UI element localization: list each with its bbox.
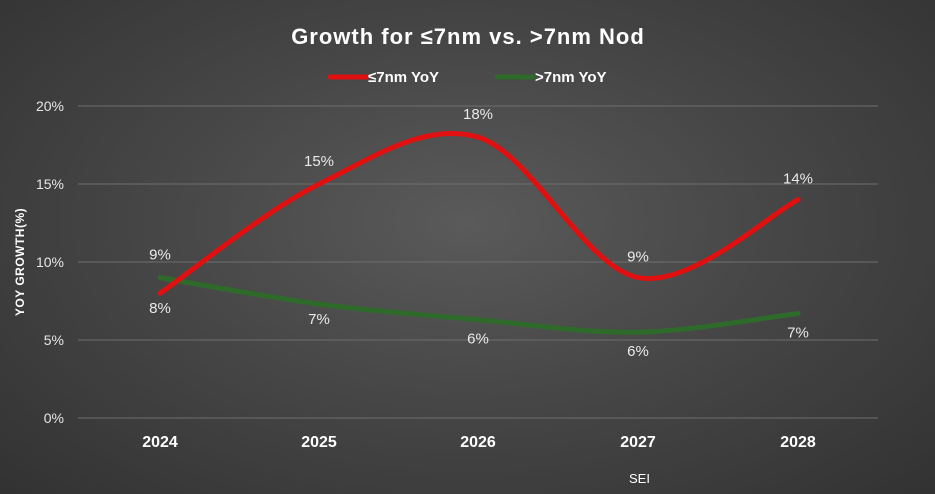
x-tick-label: 2028 (780, 434, 816, 451)
x-axis-ticks: 2024 2025 2026 2027 2028 (142, 434, 816, 451)
data-label: 6% (467, 331, 489, 348)
data-label: 9% (627, 249, 649, 266)
series-line-le7nm (157, 131, 801, 296)
data-label: 6% (627, 343, 649, 360)
gridlines (78, 105, 878, 419)
data-label: 7% (787, 324, 809, 341)
x-tick-label: 2025 (301, 434, 337, 451)
legend-label-gt7nm: >7nm YoY (535, 69, 607, 86)
y-tick-label: 20% (36, 98, 64, 114)
y-tick-label: 15% (36, 176, 64, 192)
y-tick-label: 10% (36, 254, 64, 270)
x-tick-label: 2024 (142, 434, 178, 451)
data-labels: 8% 15% 18% 9% 14% 9% 7% 6% 6% 7% (149, 106, 813, 360)
data-label: 7% (308, 311, 330, 328)
legend: ≤7nm YoY >7nm YoY (327, 69, 607, 86)
chart-title: Growth for ≤7nm vs. >7nm Nod (291, 24, 645, 49)
series-lines (157, 131, 801, 335)
data-label: 18% (463, 106, 493, 123)
x-tick-label: 2026 (460, 434, 496, 451)
x-tick-label: 2027 (620, 434, 656, 451)
y-axis-ticks: 0% 5% 10% 15% 20% (36, 98, 64, 426)
y-axis-label: YOY GROWTH(%) (13, 208, 27, 316)
data-label: 9% (149, 247, 171, 264)
series-line-gt7nm (157, 275, 801, 335)
data-label: 15% (304, 153, 334, 170)
data-label: 8% (149, 300, 171, 317)
y-tick-label: 0% (44, 410, 64, 426)
legend-label-le7nm: ≤7nm YoY (368, 69, 439, 86)
data-label: 14% (783, 171, 813, 188)
y-tick-label: 5% (44, 332, 64, 348)
source-text: SEI (629, 471, 650, 486)
